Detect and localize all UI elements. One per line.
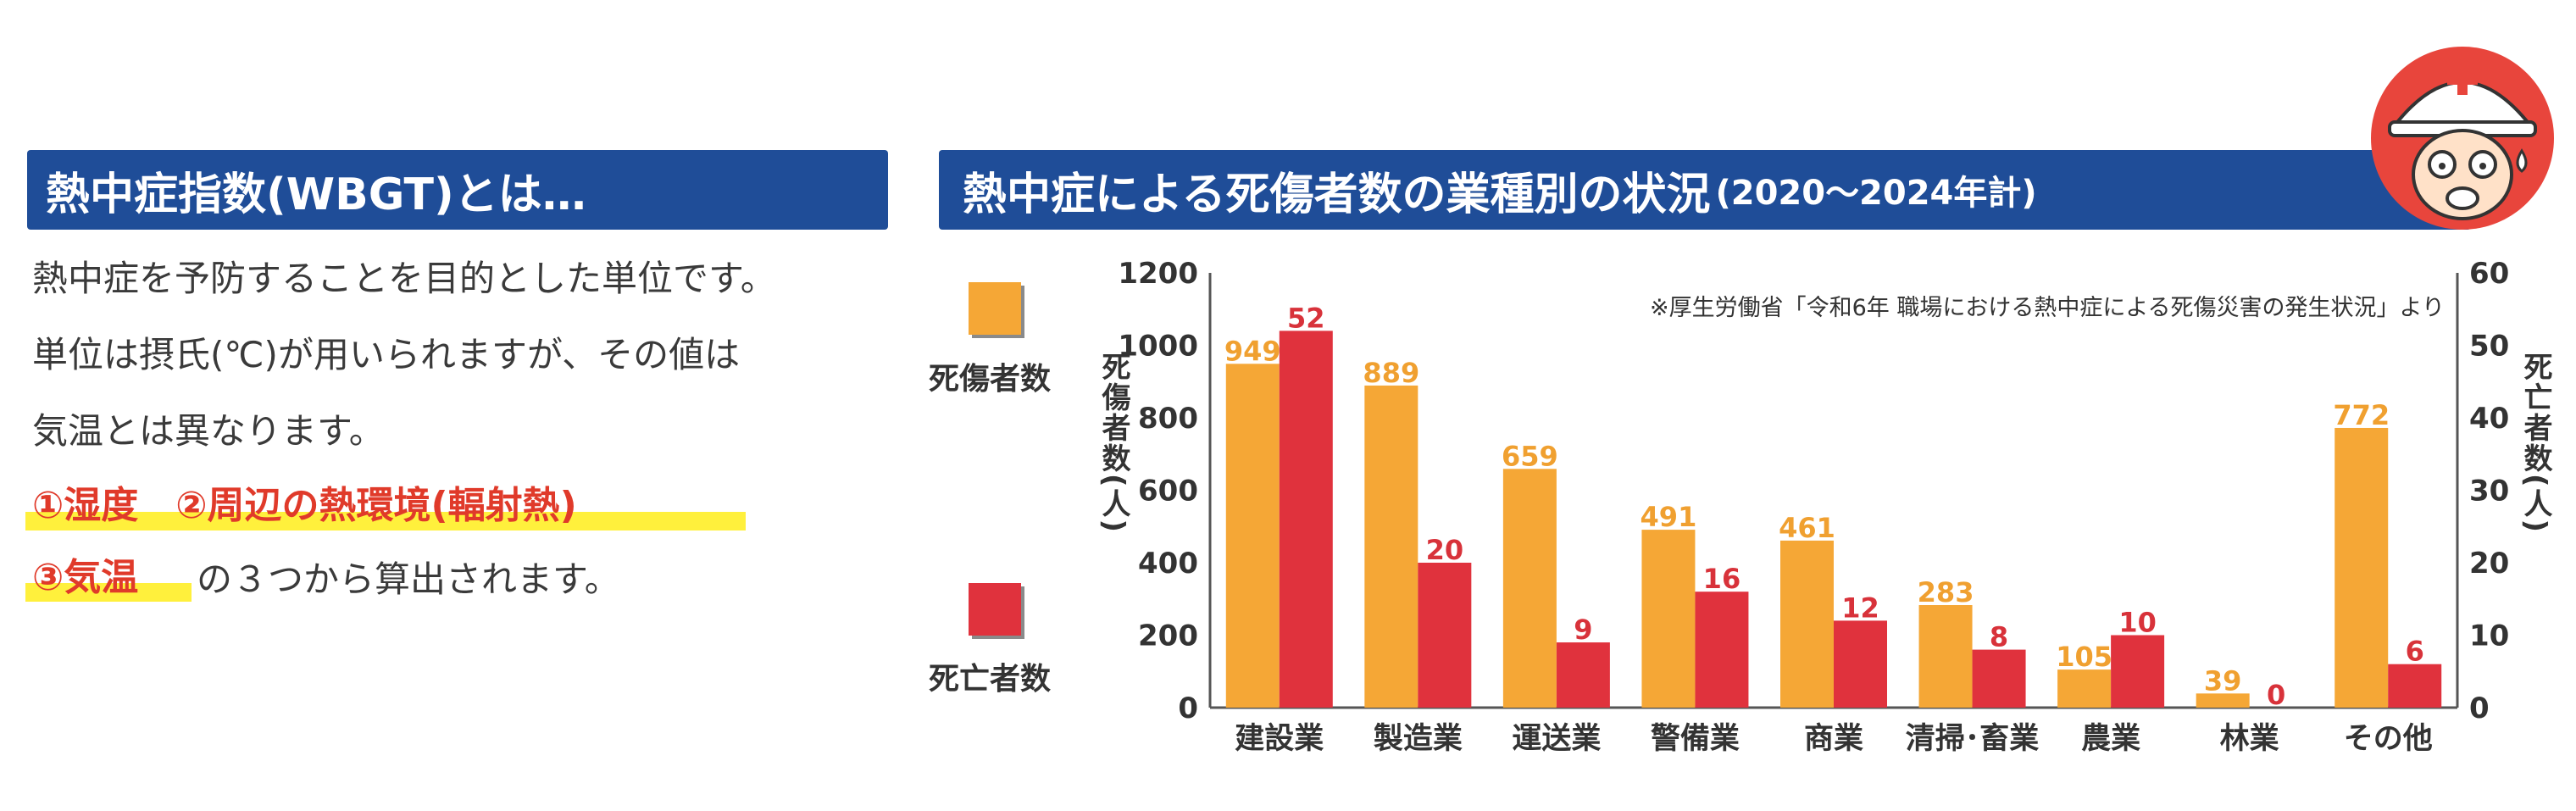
wbgt-factors-line-1: ①湿度 ②周辺の熱環境(輻射熱) (32, 484, 577, 527)
y-tick-right-label: 0 (2469, 692, 2490, 725)
legend-swatch-deaths (969, 583, 1021, 636)
y-tick-left-label: 1000 (1118, 330, 1198, 364)
bar-deaths (1695, 592, 1749, 708)
y-tick-left-label: 200 (1138, 619, 1198, 653)
wbgt-factors-line-2-rest: の３つから算出されます。 (197, 558, 620, 600)
chart-heading-main: 熱中症による死傷者数の業種別の状況 (963, 169, 1711, 220)
data-label-injured: 105 (2056, 641, 2112, 673)
data-label-deaths: 10 (2118, 607, 2157, 639)
bar-deaths (1556, 642, 1610, 708)
bar-injured (1780, 540, 1834, 708)
highlight-bar-1 (25, 512, 746, 530)
x-tick-label: 農業 (2081, 722, 2140, 756)
bar-injured (2196, 693, 2250, 708)
heat-stressed-worker-icon (2371, 47, 2554, 230)
x-tick-label: 林業 (2220, 722, 2279, 756)
bar-injured (1225, 364, 1280, 708)
legend-label-injured: 死傷者数 (929, 362, 1052, 397)
data-label-injured: 659 (1502, 440, 1558, 472)
data-label-deaths: 52 (1287, 302, 1325, 334)
bar-injured (1918, 605, 1973, 708)
y-tick-right-label: 10 (2469, 619, 2509, 653)
y-tick-left-label: 1200 (1118, 257, 1198, 291)
y-axis-right-title: 死亡者数(人) (2518, 352, 2552, 535)
chart-heading: 熱中症による死傷者数の業種別の状況 (2020～2024年計) (939, 150, 2471, 230)
bar-injured (1641, 530, 1696, 708)
data-label-injured: 461 (1779, 512, 1835, 544)
highlight-bar-2 (25, 583, 192, 602)
data-label-injured: 491 (1641, 501, 1697, 533)
source-note: ※厚生労働省「令和6年 職場における熱中症による死傷災害の発生状況」より (1650, 295, 2445, 321)
data-label-injured: 889 (1363, 357, 1419, 389)
wbgt-description-line-1: 熱中症を予防することを目的とした単位です。 (32, 258, 776, 299)
y-tick-left-label: 800 (1138, 402, 1198, 436)
bar-deaths (1279, 331, 1333, 708)
data-label-injured: 772 (2333, 399, 2390, 431)
wbgt-factor-temperature: ③気温 (32, 556, 139, 599)
bar-injured (1364, 385, 1418, 708)
bar-deaths (1972, 649, 2026, 708)
x-tick-label: 運送業 (1512, 722, 1601, 756)
bar-injured (2334, 427, 2389, 708)
x-tick-label: 商業 (1804, 722, 1863, 756)
y-tick-left-label: 600 (1138, 475, 1198, 508)
bar-deaths (2111, 635, 2165, 708)
y-tick-right-label: 50 (2469, 330, 2509, 364)
y-tick-right-label: 40 (2469, 402, 2509, 436)
x-tick-label: その他 (2344, 722, 2433, 756)
bar-deaths (1418, 563, 1472, 708)
wbgt-heading-text: 熱中症指数(WBGT)とは… (46, 169, 586, 220)
y-tick-left-label: 0 (1178, 692, 1198, 725)
data-label-injured: 949 (1224, 335, 1281, 367)
data-label-deaths: 16 (1703, 563, 1741, 595)
wbgt-description-line-2: 単位は摂氏(℃)が用いられますが、その値は (32, 334, 741, 375)
data-label-deaths: 20 (1426, 534, 1464, 566)
data-label-deaths: 12 (1841, 592, 1879, 624)
data-label-deaths: 6 (2406, 636, 2424, 668)
y-tick-left-label: 400 (1138, 547, 1198, 580)
y-axis-left-title: 死傷者数(人) (1096, 352, 1130, 535)
x-tick-label: 製造業 (1374, 722, 1463, 756)
bar-deaths (1834, 620, 1887, 708)
data-label-injured: 283 (1918, 576, 1974, 608)
bar-deaths (2388, 664, 2442, 708)
data-label-injured: 39 (2204, 664, 2242, 697)
y-tick-right-label: 30 (2469, 475, 2509, 508)
data-label-deaths: 8 (1990, 621, 2008, 653)
wbgt-heading: 熱中症指数(WBGT)とは… (27, 150, 888, 230)
legend-swatch-injured (969, 282, 1021, 335)
x-tick-label: 清掃･畜業 (1906, 722, 2040, 756)
bar-injured (1502, 469, 1557, 708)
x-tick-label: 建設業 (1235, 722, 1324, 756)
y-tick-right-label: 20 (2469, 547, 2509, 580)
data-label-deaths: 0 (2267, 679, 2285, 711)
legend-label-deaths: 死亡者数 (929, 662, 1052, 697)
x-tick-label: 警備業 (1651, 722, 1740, 756)
y-tick-right-label: 60 (2469, 257, 2509, 291)
chart-heading-sub: (2020～2024年計) (1715, 174, 2037, 213)
wbgt-description-line-3: 気温とは異なります。 (32, 410, 385, 452)
bar-injured (2057, 669, 2112, 708)
data-label-deaths: 9 (1574, 614, 1592, 646)
